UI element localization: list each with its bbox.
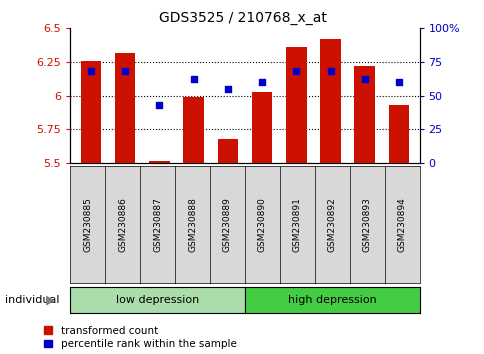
Text: GSM230885: GSM230885 [83, 197, 92, 252]
Point [394, 79, 402, 85]
Point [189, 76, 197, 82]
Bar [183, 97, 203, 163]
Bar [251, 92, 272, 163]
Text: GSM230888: GSM230888 [188, 197, 197, 252]
Text: ▶: ▶ [46, 293, 56, 307]
Text: low depression: low depression [116, 295, 199, 305]
Bar [115, 52, 135, 163]
Bar [286, 47, 306, 163]
Bar [354, 66, 374, 163]
Text: GSM230893: GSM230893 [362, 197, 371, 252]
Bar [217, 139, 238, 163]
Point [121, 69, 129, 74]
Text: GSM230891: GSM230891 [292, 197, 301, 252]
Text: GSM230889: GSM230889 [223, 197, 231, 252]
Bar [149, 161, 169, 163]
Text: GSM230892: GSM230892 [327, 198, 336, 252]
Legend: transformed count, percentile rank within the sample: transformed count, percentile rank withi… [44, 326, 236, 349]
Bar [319, 39, 340, 163]
Text: high depression: high depression [287, 295, 376, 305]
Point [292, 69, 300, 74]
Text: GSM230890: GSM230890 [257, 197, 266, 252]
Point [224, 86, 231, 92]
Point [155, 102, 163, 108]
Bar [80, 61, 101, 163]
Text: GSM230887: GSM230887 [153, 197, 162, 252]
Point [326, 69, 333, 74]
Text: GSM230886: GSM230886 [118, 197, 127, 252]
Point [360, 76, 368, 82]
Point [87, 69, 94, 74]
Text: GDS3525 / 210768_x_at: GDS3525 / 210768_x_at [158, 11, 326, 25]
Text: GSM230894: GSM230894 [397, 198, 406, 252]
Point [257, 79, 265, 85]
Text: individual: individual [5, 295, 59, 305]
Bar [388, 105, 408, 163]
